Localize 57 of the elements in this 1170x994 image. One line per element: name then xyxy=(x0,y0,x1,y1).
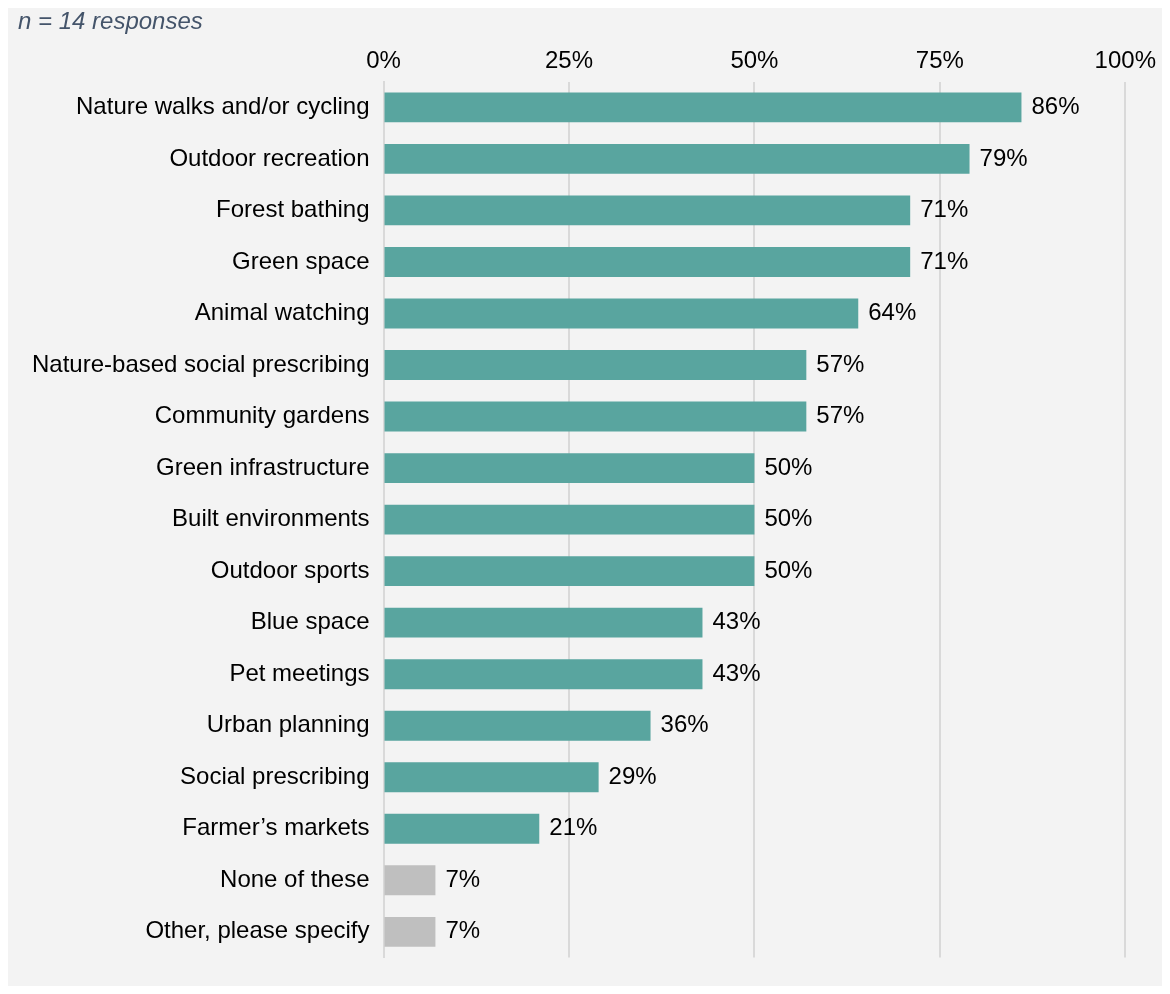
y-tick-label: Blue space xyxy=(250,607,370,635)
bar xyxy=(384,195,911,226)
y-tick-label: Nature-based social prescribing xyxy=(32,349,370,377)
data-label: 64% xyxy=(868,298,917,326)
data-label: 7% xyxy=(445,916,481,944)
bar xyxy=(384,607,703,638)
bar xyxy=(384,247,911,277)
bar xyxy=(384,350,807,380)
data-label: 43% xyxy=(712,658,761,686)
data-label: 86% xyxy=(1031,91,1080,119)
y-tick-label: Green space xyxy=(232,246,370,274)
bar xyxy=(384,916,436,947)
data-label: 21% xyxy=(549,813,598,841)
bar xyxy=(384,659,703,690)
x-tick-label: 75% xyxy=(915,45,964,73)
y-tick-label: Animal watching xyxy=(194,298,370,326)
bar xyxy=(384,762,599,793)
bar xyxy=(384,504,755,535)
bar xyxy=(384,865,436,896)
data-label: 50% xyxy=(764,504,813,532)
y-tick-label: Nature walks and/or cycling xyxy=(76,91,370,119)
data-label: 71% xyxy=(920,195,969,223)
data-label: 57% xyxy=(816,349,865,377)
bar xyxy=(384,401,807,432)
y-tick-label: Community gardens xyxy=(154,401,370,429)
data-label: 50% xyxy=(764,555,813,583)
bar xyxy=(384,813,540,844)
data-label: 57% xyxy=(816,401,865,429)
bar xyxy=(384,92,1022,123)
y-tick-label: Social prescribing xyxy=(180,761,370,789)
x-tick-label: 100% xyxy=(1094,45,1156,73)
bar xyxy=(384,710,651,741)
y-tick-label: Built environments xyxy=(172,504,370,532)
y-tick-label: Urban planning xyxy=(206,710,370,738)
data-label: 71% xyxy=(920,246,969,274)
y-tick-label: Forest bathing xyxy=(216,195,370,223)
data-label: 36% xyxy=(660,710,709,738)
bar xyxy=(384,143,970,174)
x-tick-label: 50% xyxy=(730,45,779,73)
data-label: 43% xyxy=(712,607,761,635)
text: n = 14 responses xyxy=(18,7,203,35)
y-tick-label: Farmer’s markets xyxy=(182,813,370,841)
bar xyxy=(384,298,859,329)
data-label: 7% xyxy=(445,864,481,892)
y-tick-label: Green infrastructure xyxy=(156,452,370,480)
data-label: 29% xyxy=(608,761,657,789)
y-tick-label: Pet meetings xyxy=(229,658,370,686)
x-tick-label: 0% xyxy=(366,45,401,73)
y-tick-label: Outdoor sports xyxy=(210,555,370,583)
y-tick-label: Other, please specify xyxy=(145,916,370,944)
data-label: 79% xyxy=(979,143,1028,171)
y-tick-label: Outdoor recreation xyxy=(169,143,370,171)
y-tick-label: None of these xyxy=(220,864,370,892)
bar xyxy=(384,556,755,587)
bar xyxy=(384,453,755,484)
data-label: 50% xyxy=(764,452,813,480)
x-tick-label: 25% xyxy=(544,45,593,73)
